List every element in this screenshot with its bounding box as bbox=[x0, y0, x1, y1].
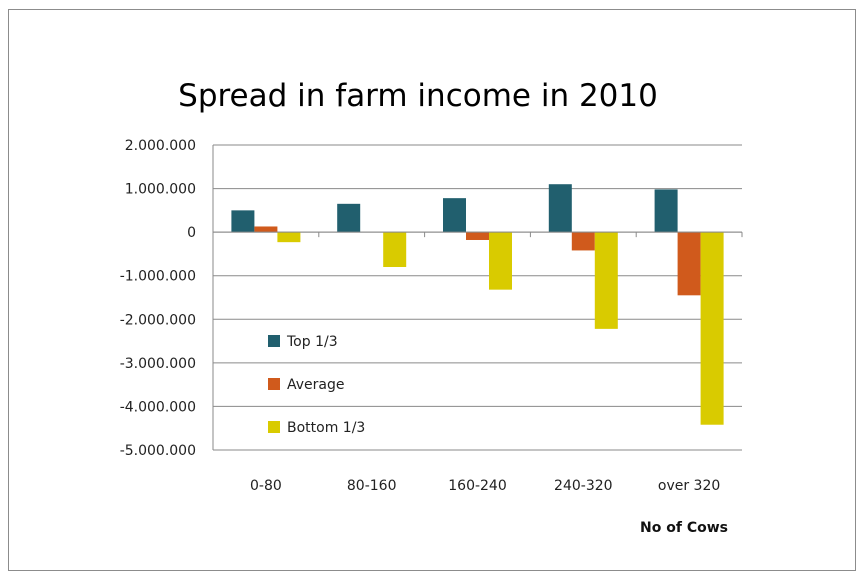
legend-swatch bbox=[268, 378, 280, 390]
bar bbox=[254, 226, 278, 233]
legend-label: Bottom 1/3 bbox=[287, 420, 365, 436]
bar bbox=[594, 232, 618, 329]
y-tick-label: 2.000.000 bbox=[125, 138, 196, 154]
y-tick-label: -1.000.000 bbox=[120, 269, 196, 285]
x-tick-label: 160-240 bbox=[448, 478, 507, 494]
bar bbox=[489, 232, 512, 290]
y-tick-label: -3.000.000 bbox=[120, 356, 196, 372]
bar bbox=[677, 232, 701, 296]
bar bbox=[571, 232, 595, 251]
y-axis-ticks: 2.000.000 1.000.000 0 -1.000.000 -2.000.000 -… bbox=[120, 138, 196, 459]
legend-label: Top 1/3 bbox=[286, 334, 338, 350]
y-tick-label: -4.000.000 bbox=[120, 399, 196, 415]
x-axis-label: No of Cows bbox=[640, 520, 728, 536]
bar bbox=[383, 232, 407, 267]
y-tick-label: -5.000.000 bbox=[120, 443, 196, 459]
gridlines bbox=[212, 144, 742, 451]
y-tick-label: 0 bbox=[187, 225, 196, 241]
bar bbox=[466, 232, 489, 240]
bars bbox=[231, 184, 724, 425]
x-tick-label: 0-80 bbox=[250, 478, 282, 494]
bar bbox=[443, 198, 466, 233]
bar bbox=[337, 203, 361, 233]
bar bbox=[654, 189, 678, 233]
bar bbox=[231, 210, 255, 233]
legend-label: Average bbox=[287, 377, 345, 393]
chart-title: Spread in farm income in 2010 bbox=[178, 78, 658, 114]
legend-swatch bbox=[268, 335, 280, 347]
y-tick-label: -2.000.000 bbox=[120, 312, 196, 328]
x-tick-label: 240-320 bbox=[554, 478, 613, 494]
bar bbox=[548, 184, 572, 233]
bar bbox=[277, 232, 301, 243]
legend: Top 1/3 Average Bottom 1/3 bbox=[268, 334, 365, 436]
bar bbox=[700, 232, 724, 425]
x-tick-label: 80-160 bbox=[347, 478, 397, 494]
y-tick-label: 1.000.000 bbox=[125, 182, 196, 198]
legend-swatch bbox=[268, 421, 280, 433]
x-axis: 0-80 80-160 160-240 240-320 over 320 bbox=[212, 231, 743, 494]
x-tick-label: over 320 bbox=[658, 478, 720, 494]
